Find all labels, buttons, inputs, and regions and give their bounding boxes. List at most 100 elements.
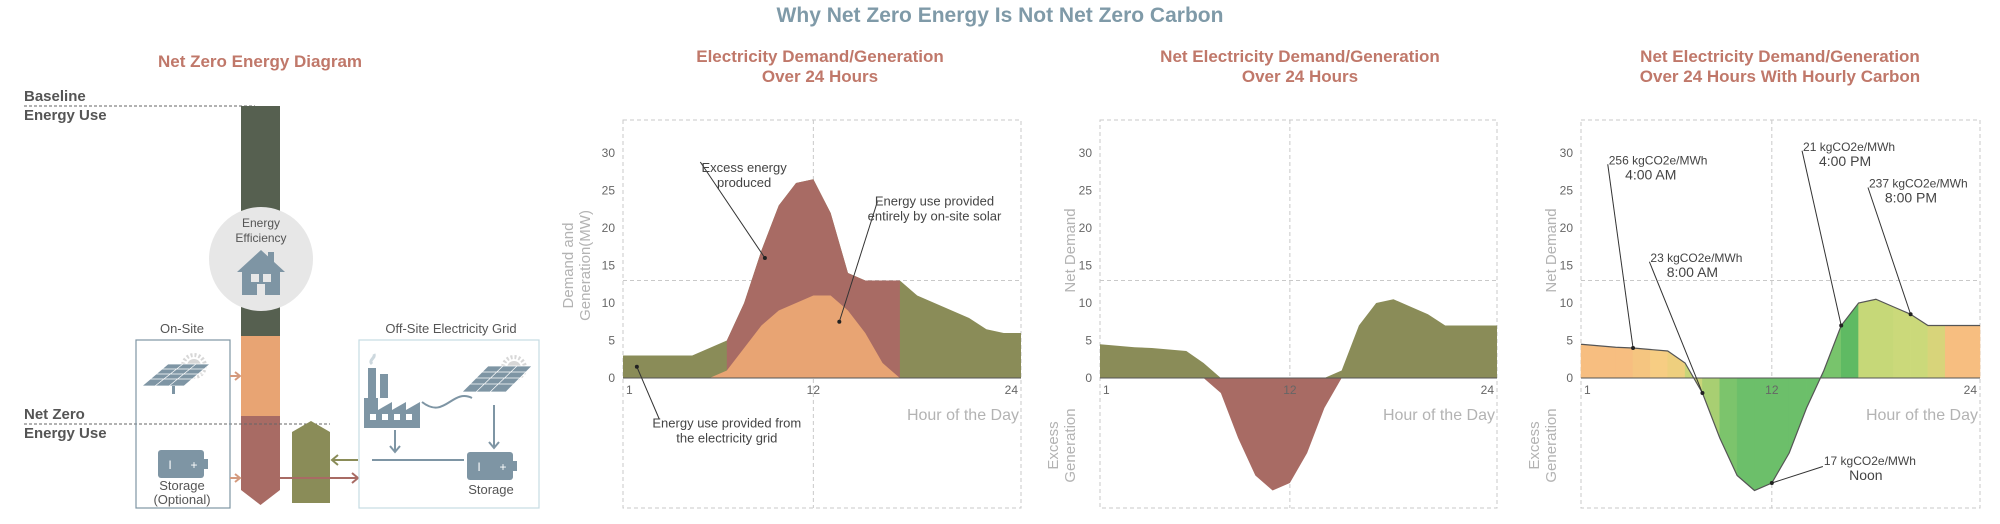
annotation-text: 8:00 PM [1885, 190, 1937, 206]
y-tick-label: 0 [608, 371, 615, 385]
net-zero-label-line2: Energy Use [24, 425, 107, 442]
chart-title-line: Net Electricity Demand/Generation [1640, 47, 1920, 66]
annotation-leader [838, 201, 878, 322]
hourly-carbon-segment [1580, 343, 1599, 379]
annotation-text: 8:00 AM [1667, 264, 1718, 280]
series-excess-generation [1100, 378, 1497, 491]
svg-text:I: I [477, 460, 480, 474]
net-zero-energy-diagram: Net Zero Energy Diagram Baseline Energy … [24, 52, 540, 509]
hourly-carbon-segment [1875, 298, 1894, 379]
annotation-text: 4:00 PM [1819, 153, 1871, 169]
hourly-carbon-segment [1632, 347, 1651, 379]
chart-title-line: Net Electricity Demand/Generation [1160, 47, 1440, 66]
annotation-dot [1700, 391, 1705, 395]
y-axis-negative-label-line: Generation [1062, 408, 1079, 482]
battery-icon: I + [467, 452, 517, 480]
annotation-dot [837, 319, 842, 324]
factory-icon [364, 353, 420, 428]
x-axis-label: Hour of the Day [1866, 407, 1978, 424]
annotation-dot [1631, 346, 1636, 350]
y-tick-label: 15 [1560, 259, 1574, 273]
solar-panel-icon [461, 355, 533, 393]
chart-title-line: Over 24 Hours [762, 67, 878, 86]
hourly-carbon-segment [1615, 346, 1634, 379]
y-tick-label: 30 [1560, 146, 1574, 160]
net-zero-label-line1: Net Zero [24, 406, 85, 423]
annotation-leader [1867, 187, 1912, 315]
efficiency-label-line2: Efficiency [235, 231, 286, 245]
y-tick-label: 30 [1079, 146, 1093, 160]
house-icon [237, 250, 285, 295]
x-tick-label: 12 [1765, 383, 1779, 397]
hourly-carbon-segment [1667, 350, 1686, 379]
annotation-leader [1648, 261, 1703, 394]
y-axis-negative-label-line: Generation [1543, 408, 1560, 482]
annotation-text: Excess energy [701, 160, 787, 175]
y-tick-label: 0 [1085, 371, 1092, 385]
hourly-carbon-segment [1945, 325, 1963, 379]
onsite-storage-label-line2: (Optional) [153, 492, 210, 507]
y-tick-label: 5 [608, 334, 615, 348]
y-tick-label: 20 [602, 221, 616, 235]
annotation-text: produced [717, 175, 771, 190]
annotation-text: 21 kgCO2e/MWh [1803, 140, 1895, 154]
offsite-box [358, 339, 540, 509]
y-tick-label: 5 [1566, 334, 1573, 348]
x-tick-label: 24 [1481, 383, 1495, 397]
hourly-carbon-segment [1736, 377, 1755, 492]
y-tick-label: 30 [602, 146, 616, 160]
series-net-demand-positive [1100, 299, 1497, 378]
x-tick-label: 24 [1005, 383, 1019, 397]
chart-title-line: Over 24 Hours [1242, 67, 1358, 86]
onsite-storage-label-line1: Storage [159, 478, 205, 493]
annotation-text: the electricity grid [676, 431, 777, 446]
plot-frame [1099, 119, 1498, 509]
x-tick-label: 24 [1964, 383, 1978, 397]
grid-export-bar [292, 421, 330, 503]
onsite-label: On-Site [160, 321, 204, 336]
offsite-label: Off-Site Electricity Grid [385, 321, 516, 336]
hourly-carbon-segment [1650, 349, 1668, 379]
svg-text:I: I [168, 458, 171, 472]
annotation-leader [699, 161, 766, 259]
diagram-title: Net Zero Energy Diagram [158, 52, 362, 71]
baseline-label-line2: Energy Use [24, 107, 107, 124]
annotation-leader [636, 366, 660, 420]
solar-generation-bar [241, 336, 280, 416]
chart-title-line: Over 24 Hours With Hourly Carbon [1640, 67, 1920, 86]
y-axis-label: Net Demand [1062, 208, 1079, 292]
y-axis-label-line: Demand and [560, 223, 577, 309]
plot-frame [1580, 119, 1981, 509]
annotation-dot [1839, 323, 1844, 328]
hourly-carbon-segment [1719, 377, 1738, 476]
svg-text:+: + [499, 460, 506, 474]
y-tick-label: 0 [1566, 371, 1573, 385]
offsite-storage-label: Storage [468, 482, 514, 497]
y-tick-label: 25 [1560, 184, 1574, 198]
x-tick-label: 1 [626, 383, 633, 397]
y-tick-label: 15 [602, 259, 616, 273]
hourly-carbon-segment [1893, 306, 1911, 379]
y-tick-label: 25 [1079, 184, 1093, 198]
onsite-box [135, 339, 231, 509]
plot-frame [622, 119, 1022, 509]
main-title: Why Net Zero Energy Is Not Net Zero Carb… [777, 4, 1224, 27]
annotation-dot [1769, 481, 1774, 485]
x-axis-label: Hour of the Day [907, 407, 1019, 424]
y-axis-label-line: Generation(MW) [577, 210, 594, 321]
offsite-flow-arrows [372, 405, 500, 461]
annotation-text: 17 kgCO2e/MWh [1824, 454, 1916, 468]
annotation-text: Energy use provided [875, 194, 994, 209]
onsite-arrows [230, 371, 242, 483]
annotation-leader [1801, 150, 1842, 326]
annotation-text: entirely by on-site solar [868, 209, 1002, 224]
y-tick-label: 10 [1560, 296, 1574, 310]
hourly-carbon-segment [1962, 325, 1981, 379]
y-tick-label: 20 [1560, 221, 1574, 235]
x-tick-label: 1 [1584, 383, 1591, 397]
y-axis-negative-label-line: Excess [1045, 421, 1062, 469]
annotation-text: Noon [1849, 467, 1882, 483]
